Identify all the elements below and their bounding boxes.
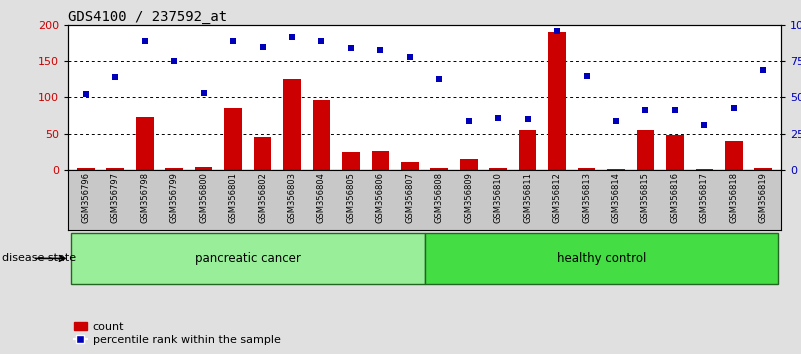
Text: GSM356807: GSM356807 [405, 172, 414, 223]
Bar [312, 99, 330, 170]
Point [727, 105, 740, 111]
Text: GSM356797: GSM356797 [111, 172, 119, 223]
Bar [195, 167, 212, 170]
Point [109, 74, 122, 80]
Text: GSM356817: GSM356817 [700, 172, 709, 223]
Text: GSM356798: GSM356798 [140, 172, 149, 223]
Point [550, 28, 563, 33]
Bar [254, 137, 272, 170]
Point [492, 115, 505, 120]
Text: GSM356796: GSM356796 [81, 172, 91, 223]
Point [315, 38, 328, 44]
Point [669, 107, 682, 113]
Point [286, 34, 299, 40]
Text: GSM356809: GSM356809 [465, 172, 473, 223]
Legend: count, percentile rank within the sample: count, percentile rank within the sample [74, 321, 280, 345]
Bar [224, 108, 242, 170]
Text: GSM356815: GSM356815 [641, 172, 650, 223]
Text: GSM356800: GSM356800 [199, 172, 208, 223]
Point [79, 92, 92, 97]
Bar [342, 152, 360, 170]
Bar [578, 168, 595, 170]
Bar [77, 169, 95, 170]
Text: GSM356812: GSM356812 [553, 172, 562, 223]
Point [639, 107, 652, 113]
Bar [283, 79, 301, 170]
Text: GSM356804: GSM356804 [317, 172, 326, 223]
Text: GSM356816: GSM356816 [670, 172, 679, 223]
Point [462, 118, 475, 124]
Text: GSM356810: GSM356810 [493, 172, 503, 223]
Text: disease state: disease state [2, 253, 76, 263]
Bar [165, 168, 183, 170]
Text: GSM356806: GSM356806 [376, 172, 384, 223]
Point [197, 90, 210, 96]
Bar [425, 233, 778, 284]
Bar [71, 233, 425, 284]
Bar [607, 169, 625, 170]
Text: GSM356803: GSM356803 [288, 172, 296, 223]
Text: healthy control: healthy control [557, 252, 646, 265]
Point [344, 45, 357, 51]
Point [757, 68, 770, 73]
Point [580, 73, 593, 78]
Bar [695, 169, 713, 170]
Text: GSM356811: GSM356811 [523, 172, 532, 223]
Bar [548, 32, 566, 170]
Text: GSM356808: GSM356808 [435, 172, 444, 223]
Text: GSM356801: GSM356801 [228, 172, 238, 223]
Point [698, 122, 710, 128]
Text: GSM356799: GSM356799 [170, 172, 179, 223]
Point [433, 76, 445, 82]
Point [139, 38, 151, 44]
Point [404, 55, 417, 60]
Point [167, 58, 180, 64]
Text: GSM356805: GSM356805 [346, 172, 356, 223]
Text: pancreatic cancer: pancreatic cancer [195, 252, 300, 265]
Point [521, 116, 534, 122]
Bar [401, 162, 419, 170]
Point [610, 118, 622, 124]
Text: GDS4100 / 237592_at: GDS4100 / 237592_at [68, 10, 227, 24]
Bar [637, 130, 654, 170]
Point [227, 38, 239, 44]
Point [256, 44, 269, 49]
Point [374, 47, 387, 53]
Bar [107, 168, 124, 170]
Text: GSM356819: GSM356819 [759, 172, 768, 223]
Text: GSM356818: GSM356818 [730, 172, 739, 223]
Text: GSM356814: GSM356814 [611, 172, 621, 223]
Bar [430, 168, 448, 170]
Bar [136, 117, 154, 170]
Bar [755, 168, 772, 170]
Bar [489, 168, 507, 170]
Bar [460, 159, 477, 170]
Bar [666, 135, 684, 170]
Bar [372, 151, 389, 170]
Bar [519, 130, 537, 170]
Text: GSM356813: GSM356813 [582, 172, 591, 223]
Bar [725, 141, 743, 170]
Text: GSM356802: GSM356802 [258, 172, 267, 223]
